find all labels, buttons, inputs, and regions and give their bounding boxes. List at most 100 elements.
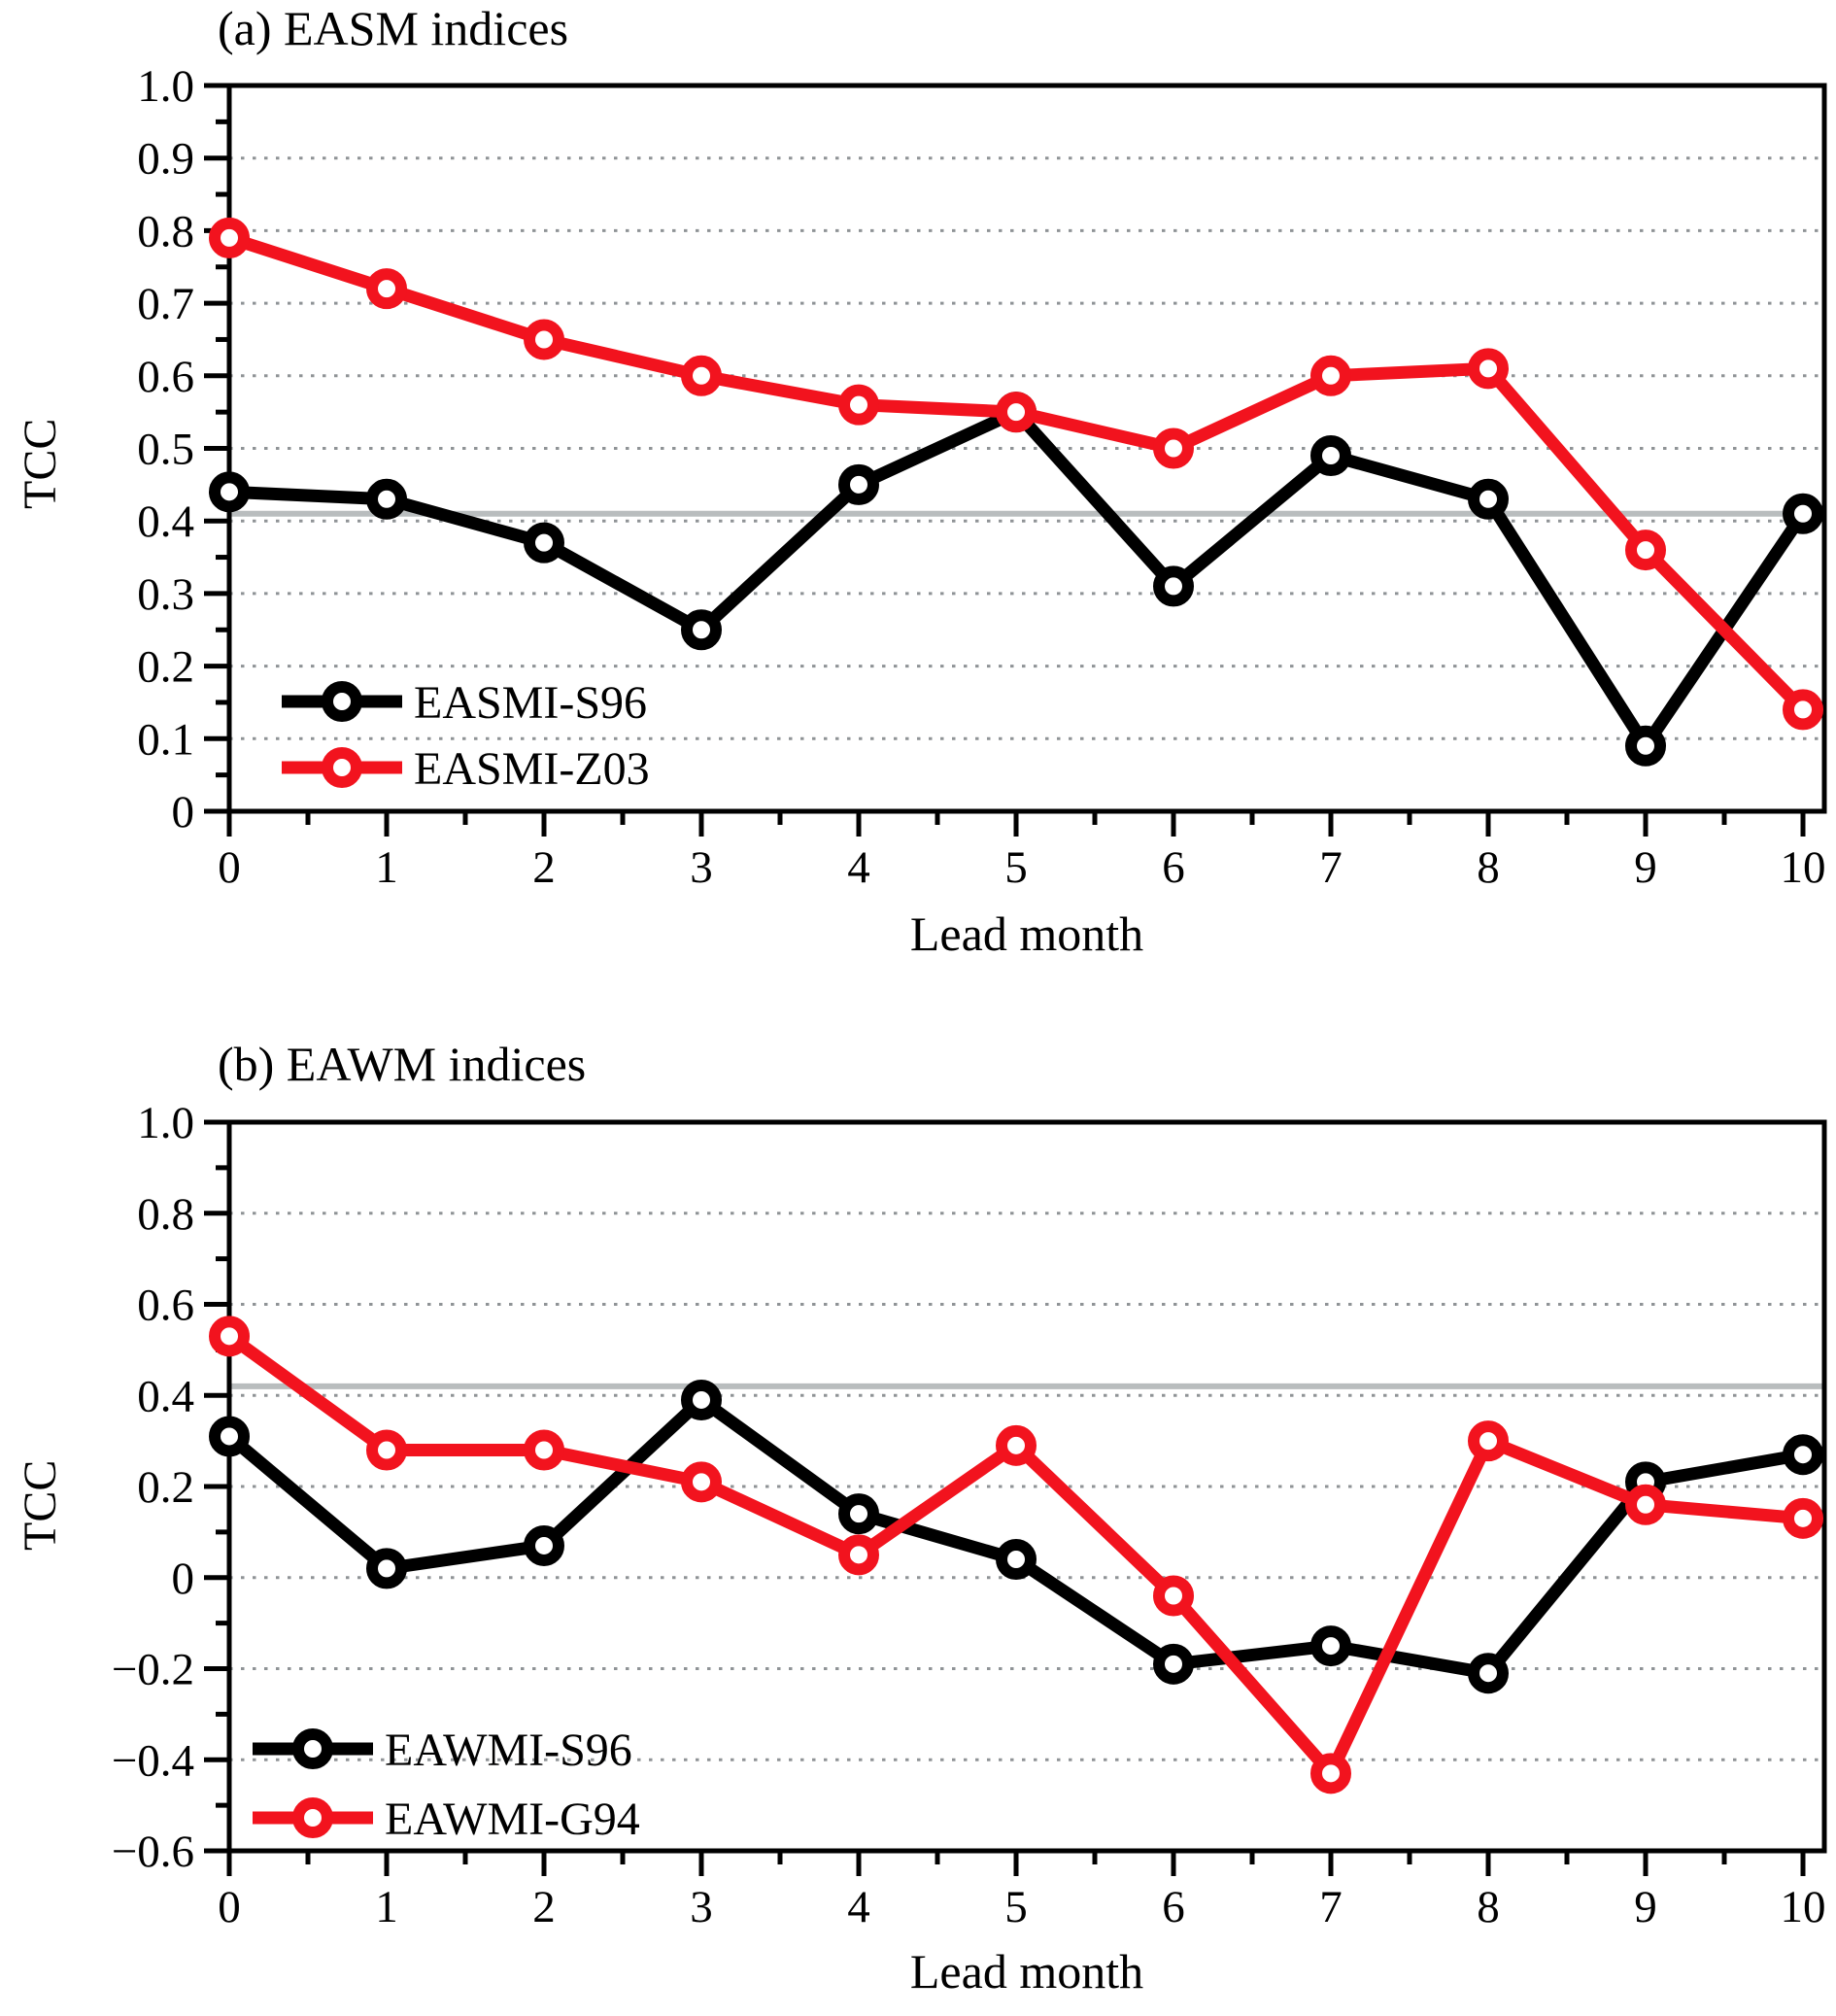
data-point-marker bbox=[681, 609, 722, 651]
x-tick-label: 5 bbox=[1004, 842, 1028, 893]
y-tick-label: 0.2 bbox=[137, 642, 194, 693]
x-tick-label: 9 bbox=[1634, 842, 1657, 893]
data-point-marker bbox=[681, 1461, 722, 1503]
data-point-marker bbox=[838, 1493, 879, 1535]
panel-b: 1.0 0.8 0.6 0.4 0.2 0 −0.2 −0.4 −0.6 0 1 2 3 4 5 6 7 8 9 10… bbox=[112, 1098, 1827, 1932]
legend-marker bbox=[292, 1728, 333, 1769]
y-tick-label: 0 bbox=[172, 1554, 195, 1604]
data-point-marker bbox=[996, 1539, 1037, 1580]
y-tick-label: 0.7 bbox=[137, 279, 194, 329]
x-tick-label: 8 bbox=[1477, 842, 1500, 893]
x-tick-label: 2 bbox=[532, 1882, 556, 1932]
legend: EASMI-S96 EASMI-Z03 bbox=[282, 677, 650, 795]
data-point-marker bbox=[524, 319, 564, 360]
data-point-marker bbox=[1783, 1434, 1823, 1476]
data-point-marker bbox=[1625, 725, 1666, 767]
legend-marker bbox=[322, 681, 362, 722]
legend-marker bbox=[322, 747, 362, 788]
y-tick-label: 0.6 bbox=[137, 1281, 194, 1331]
x-tick-label: 4 bbox=[847, 842, 870, 893]
y-tick-label: 0.4 bbox=[137, 496, 194, 547]
data-point-marker bbox=[681, 355, 722, 396]
data-point-marker bbox=[1153, 1575, 1194, 1617]
data-point-marker bbox=[209, 217, 250, 258]
panel-a: 1.0 0.9 0.8 0.7 0.6 0.5 0.4 0.3 0.2 0.1 00 1 2 3 4 5 6 7 8… bbox=[137, 61, 1827, 893]
panel-b-title: (b) EAWM indices bbox=[218, 1037, 587, 1091]
data-point-marker bbox=[1310, 1753, 1351, 1794]
x-tick-label: 6 bbox=[1162, 1882, 1185, 1932]
data-point-marker bbox=[1310, 434, 1351, 476]
legend-label: EAWMI-S96 bbox=[385, 1725, 632, 1776]
y-tick-label: 0.6 bbox=[137, 352, 194, 402]
data-point-marker bbox=[209, 1316, 250, 1357]
data-point-marker bbox=[1783, 493, 1823, 534]
x-tick-label: 7 bbox=[1319, 1882, 1343, 1932]
x-tick-label: 5 bbox=[1004, 1882, 1028, 1932]
data-point-marker bbox=[209, 471, 250, 513]
y-tick-label: 0.5 bbox=[137, 425, 194, 475]
x-tick-label: 1 bbox=[375, 1882, 398, 1932]
x-tick-label: 3 bbox=[690, 1882, 713, 1932]
x-tick-label: 9 bbox=[1634, 1882, 1657, 1932]
y-tick-label: 0.9 bbox=[137, 134, 194, 185]
data-point-marker bbox=[681, 1379, 722, 1420]
x-tick-label: 6 bbox=[1162, 842, 1185, 893]
y-tick-label: 0 bbox=[172, 787, 195, 837]
y-tick-label: 0.1 bbox=[137, 714, 194, 765]
panel-a-ylabel: TCC bbox=[15, 418, 66, 509]
legend-label: EAWMI-G94 bbox=[385, 1794, 640, 1845]
y-tick-label: −0.4 bbox=[112, 1735, 194, 1786]
x-tick-label: 7 bbox=[1319, 842, 1343, 893]
data-point-marker bbox=[524, 522, 564, 564]
y-tick-label: 0.8 bbox=[137, 206, 194, 256]
data-point-marker bbox=[1625, 1484, 1666, 1525]
data-point-marker bbox=[1468, 478, 1509, 520]
legend-marker bbox=[292, 1797, 333, 1838]
panel-b-xlabel: Lead month bbox=[909, 1944, 1144, 1999]
data-point-marker bbox=[1625, 530, 1666, 571]
y-tick-label: 1.0 bbox=[137, 1098, 194, 1148]
data-point-marker bbox=[524, 1524, 564, 1566]
data-point-marker bbox=[1468, 1420, 1509, 1462]
panel-a-title: (a) EASM indices bbox=[218, 1, 569, 55]
legend-label: EASMI-S96 bbox=[414, 677, 647, 729]
data-point-marker bbox=[838, 384, 879, 426]
series-line-EASMI-Z03 bbox=[227, 231, 1808, 714]
legend: EAWMI-S96 EAWMI-G94 bbox=[253, 1725, 640, 1845]
x-tick-label: 0 bbox=[218, 842, 241, 893]
data-point-marker bbox=[366, 1548, 407, 1589]
data-point-marker bbox=[366, 268, 407, 310]
panel-a-xlabel: Lead month bbox=[909, 906, 1144, 961]
x-tick-label: 2 bbox=[532, 842, 556, 893]
data-point-marker bbox=[838, 463, 879, 505]
data-point-marker bbox=[1468, 348, 1509, 390]
data-point-marker bbox=[1153, 427, 1194, 469]
data-point-marker bbox=[996, 392, 1037, 433]
y-tick-label: −0.2 bbox=[112, 1645, 194, 1695]
x-tick-label: 0 bbox=[218, 1882, 241, 1932]
data-point-marker bbox=[996, 1424, 1037, 1466]
y-tick-label: 0.3 bbox=[137, 569, 194, 620]
data-point-marker bbox=[1783, 689, 1823, 731]
data-point-marker bbox=[838, 1534, 879, 1576]
x-tick-label: 10 bbox=[1781, 842, 1826, 893]
data-point-marker bbox=[1310, 355, 1351, 396]
data-point-marker bbox=[1153, 565, 1194, 607]
panel-b-ylabel: TCC bbox=[15, 1459, 66, 1551]
y-tick-label: 0.8 bbox=[137, 1189, 194, 1240]
data-point-marker bbox=[1153, 1643, 1194, 1685]
y-tick-label: 1.0 bbox=[137, 61, 194, 112]
x-tick-label: 10 bbox=[1781, 1882, 1826, 1932]
y-tick-label: 0.4 bbox=[137, 1371, 194, 1421]
data-point-marker bbox=[1468, 1653, 1509, 1694]
x-tick-label: 4 bbox=[847, 1882, 870, 1932]
x-tick-label: 1 bbox=[375, 842, 398, 893]
y-tick-label: 0.2 bbox=[137, 1462, 194, 1513]
data-point-marker bbox=[1310, 1625, 1351, 1667]
x-tick-label: 3 bbox=[690, 842, 713, 893]
legend-label: EASMI-Z03 bbox=[414, 743, 650, 795]
data-point-marker bbox=[209, 1416, 250, 1457]
data-point-marker bbox=[366, 1429, 407, 1471]
